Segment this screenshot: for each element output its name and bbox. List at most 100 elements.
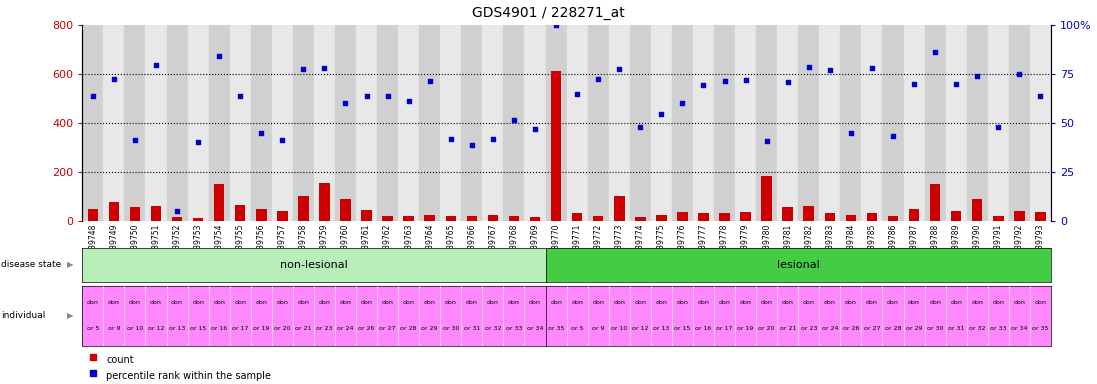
Bar <box>488 215 498 221</box>
Text: don: don <box>403 300 415 305</box>
Text: don: don <box>361 300 373 305</box>
Text: don: don <box>993 300 1004 305</box>
Text: don: don <box>466 300 478 305</box>
Text: non-lesional: non-lesional <box>280 260 348 270</box>
Text: don: don <box>929 300 941 305</box>
Text: don: don <box>297 300 309 305</box>
Bar <box>208 25 229 221</box>
Text: don: don <box>698 300 710 305</box>
Bar <box>124 25 146 221</box>
Text: or 5: or 5 <box>570 326 584 331</box>
Bar <box>172 217 182 221</box>
Bar <box>1036 212 1045 221</box>
Point <box>863 65 881 71</box>
Point <box>295 66 313 72</box>
Bar <box>214 184 225 221</box>
Bar <box>1030 25 1051 221</box>
Point <box>969 73 986 79</box>
Point <box>252 130 270 136</box>
Text: don: don <box>592 300 604 305</box>
Point <box>779 79 796 86</box>
Bar <box>530 217 541 221</box>
Bar <box>651 25 671 221</box>
Text: or 31: or 31 <box>948 326 964 331</box>
Text: or 19: or 19 <box>253 326 270 331</box>
Bar <box>235 205 246 221</box>
Point <box>378 93 396 99</box>
Text: or 32: or 32 <box>485 326 501 331</box>
Bar <box>908 209 919 221</box>
Bar <box>698 214 709 221</box>
Text: or 34: or 34 <box>1011 326 1028 331</box>
Bar <box>462 25 483 221</box>
Text: or 29: or 29 <box>421 326 438 331</box>
Point <box>547 22 565 28</box>
Bar <box>882 25 904 221</box>
Text: or 20: or 20 <box>758 326 774 331</box>
Text: don: don <box>276 300 289 305</box>
Point <box>400 98 418 104</box>
Text: don: don <box>108 300 120 305</box>
Text: or 23: or 23 <box>316 326 332 331</box>
Text: don: don <box>908 300 920 305</box>
Text: or 35: or 35 <box>1032 326 1049 331</box>
Text: or 16: or 16 <box>211 326 227 331</box>
Point <box>948 81 965 87</box>
Bar <box>592 216 603 221</box>
Bar <box>867 214 878 221</box>
Bar <box>509 216 519 221</box>
Bar <box>819 25 840 221</box>
Text: or 15: or 15 <box>190 326 206 331</box>
Text: don: don <box>634 300 646 305</box>
Bar <box>335 25 357 221</box>
Text: don: don <box>950 300 962 305</box>
Bar <box>425 215 436 221</box>
Text: don: don <box>171 300 183 305</box>
Text: or 12: or 12 <box>148 326 165 331</box>
Bar <box>799 25 819 221</box>
Bar <box>987 25 1009 221</box>
Bar <box>972 199 983 221</box>
Text: or 9: or 9 <box>592 326 604 331</box>
Bar <box>82 25 103 221</box>
Text: or 19: or 19 <box>737 326 754 331</box>
Point <box>358 93 375 99</box>
Point <box>715 78 733 84</box>
Text: or 29: or 29 <box>906 326 923 331</box>
Point <box>463 142 480 148</box>
Text: don: don <box>256 300 268 305</box>
Point <box>674 100 691 106</box>
Text: don: don <box>887 300 898 305</box>
Point <box>147 62 165 68</box>
Bar <box>946 25 966 221</box>
Bar <box>419 25 440 221</box>
Text: or 26: or 26 <box>359 326 375 331</box>
Bar <box>887 216 898 221</box>
Text: don: don <box>382 300 394 305</box>
Bar <box>756 25 777 221</box>
Bar <box>609 25 630 221</box>
Point <box>1010 71 1028 77</box>
Text: don: don <box>655 300 667 305</box>
Text: or 13: or 13 <box>653 326 669 331</box>
Bar <box>272 25 293 221</box>
Text: or 20: or 20 <box>274 326 291 331</box>
Text: or 15: or 15 <box>675 326 690 331</box>
Point <box>506 118 523 124</box>
Text: or 16: or 16 <box>695 326 712 331</box>
Text: or 10: or 10 <box>611 326 627 331</box>
Text: don: don <box>739 300 751 305</box>
Point <box>337 100 354 106</box>
Text: don: don <box>971 300 983 305</box>
Bar <box>278 211 287 221</box>
Bar <box>398 25 419 221</box>
Text: ▶: ▶ <box>67 311 73 320</box>
Text: individual: individual <box>1 311 45 320</box>
Text: don: don <box>572 300 584 305</box>
Text: or 27: or 27 <box>380 326 396 331</box>
Point <box>884 133 902 139</box>
Text: ▶: ▶ <box>67 260 73 270</box>
Bar <box>319 183 330 221</box>
Text: or 12: or 12 <box>632 326 648 331</box>
Text: don: don <box>866 300 878 305</box>
